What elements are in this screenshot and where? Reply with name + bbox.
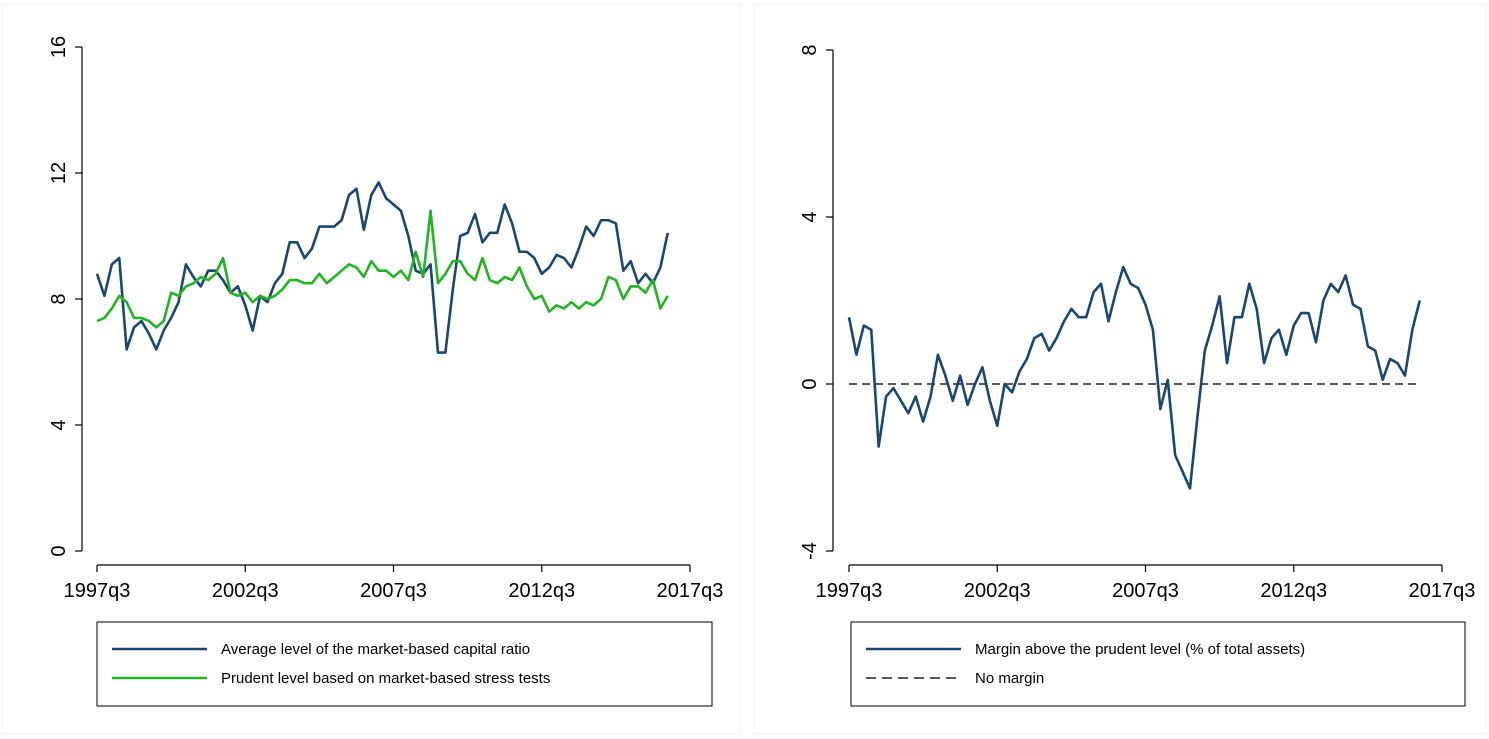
x-tick-label: 1997q3 (816, 580, 883, 602)
x-tick-label: 2002q3 (964, 580, 1031, 602)
y-tick-label: -4 (799, 542, 821, 560)
x-tick-label: 2017q3 (657, 580, 724, 602)
legend-box (850, 621, 1466, 707)
y-tick-label: 12 (48, 162, 70, 184)
panel-frame (753, 3, 1487, 735)
x-tick-label: 2007q3 (1112, 580, 1179, 602)
y-tick-label: 0 (799, 378, 821, 389)
legend-label: Prudent level based on market-based stre… (221, 670, 550, 687)
series-line (847, 265, 1422, 490)
x-tick-label: 2012q3 (1260, 580, 1327, 602)
x-tick-label: 2002q3 (212, 580, 279, 602)
panel-frame (1, 3, 741, 735)
x-tick-label: 1997q3 (64, 580, 131, 602)
y-tick-label: 8 (48, 293, 70, 304)
x-tick-label: 2012q3 (508, 580, 575, 602)
legend-label: Average level of the market-based capita… (221, 641, 530, 658)
y-tick-label: 4 (799, 211, 821, 222)
y-tick-label: 0 (48, 545, 70, 556)
legend-label: Margin above the prudent level (% of tot… (975, 641, 1305, 658)
y-tick-label: 4 (48, 419, 70, 430)
series-line (96, 209, 669, 329)
legend-label: No margin (975, 670, 1044, 687)
y-tick-label: 16 (48, 36, 70, 58)
x-tick-label: 2017q3 (1409, 580, 1476, 602)
x-tick-label: 2007q3 (360, 580, 427, 602)
series-line (95, 181, 670, 354)
y-tick-label: 8 (799, 44, 821, 55)
legend-box (96, 621, 713, 707)
